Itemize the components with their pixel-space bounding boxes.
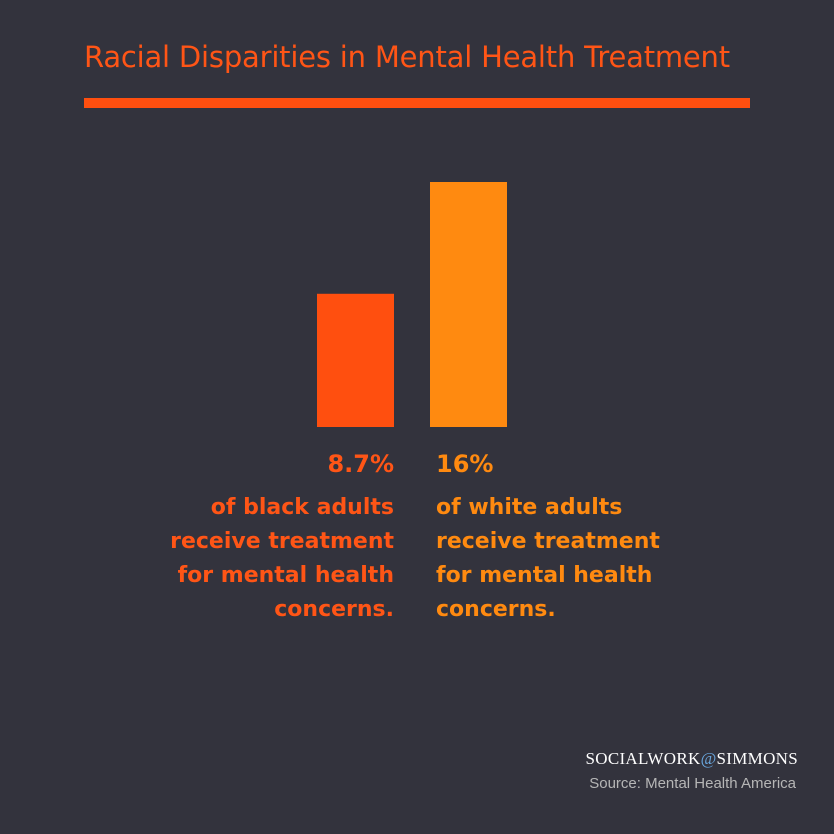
black-adults-desc-line: receive treatment bbox=[170, 529, 394, 554]
white-adults-desc-line: for mental health bbox=[436, 563, 653, 588]
white-adults-desc-line: concerns. bbox=[436, 597, 556, 622]
brand-at-sign: @ bbox=[700, 749, 717, 768]
white-adults-label: 16% of white adults receive treatment fo… bbox=[436, 449, 660, 627]
brand-text-socialwork: SOCIALWORK bbox=[585, 749, 701, 768]
bar-black-adults bbox=[317, 293, 394, 427]
black-adults-desc-line: of black adults bbox=[210, 495, 394, 520]
white-adults-desc-line: receive treatment bbox=[436, 529, 660, 554]
black-adults-desc-line: concerns. bbox=[274, 597, 394, 622]
white-adults-value-label: 16% bbox=[436, 450, 494, 478]
black-adults-label: 8.7% of black adults receive treatment f… bbox=[170, 449, 394, 627]
bar-white-adults bbox=[430, 182, 507, 427]
brand-logo: SOCIALWORK@SIMMONS bbox=[585, 749, 798, 769]
black-adults-desc-line: for mental health bbox=[177, 563, 394, 588]
brand-text-simmons: SIMMONS bbox=[716, 749, 798, 768]
white-adults-desc-line: of white adults bbox=[436, 495, 623, 520]
black-adults-description: of black adults receive treatment for me… bbox=[170, 491, 394, 627]
black-adults-value-label: 8.7% bbox=[327, 450, 394, 478]
source-note: Source: Mental Health America bbox=[589, 775, 796, 792]
title-underline bbox=[84, 98, 750, 108]
white-adults-description: of white adults receive treatment for me… bbox=[436, 491, 660, 627]
chart-title: Racial Disparities in Mental Health Trea… bbox=[84, 40, 730, 74]
